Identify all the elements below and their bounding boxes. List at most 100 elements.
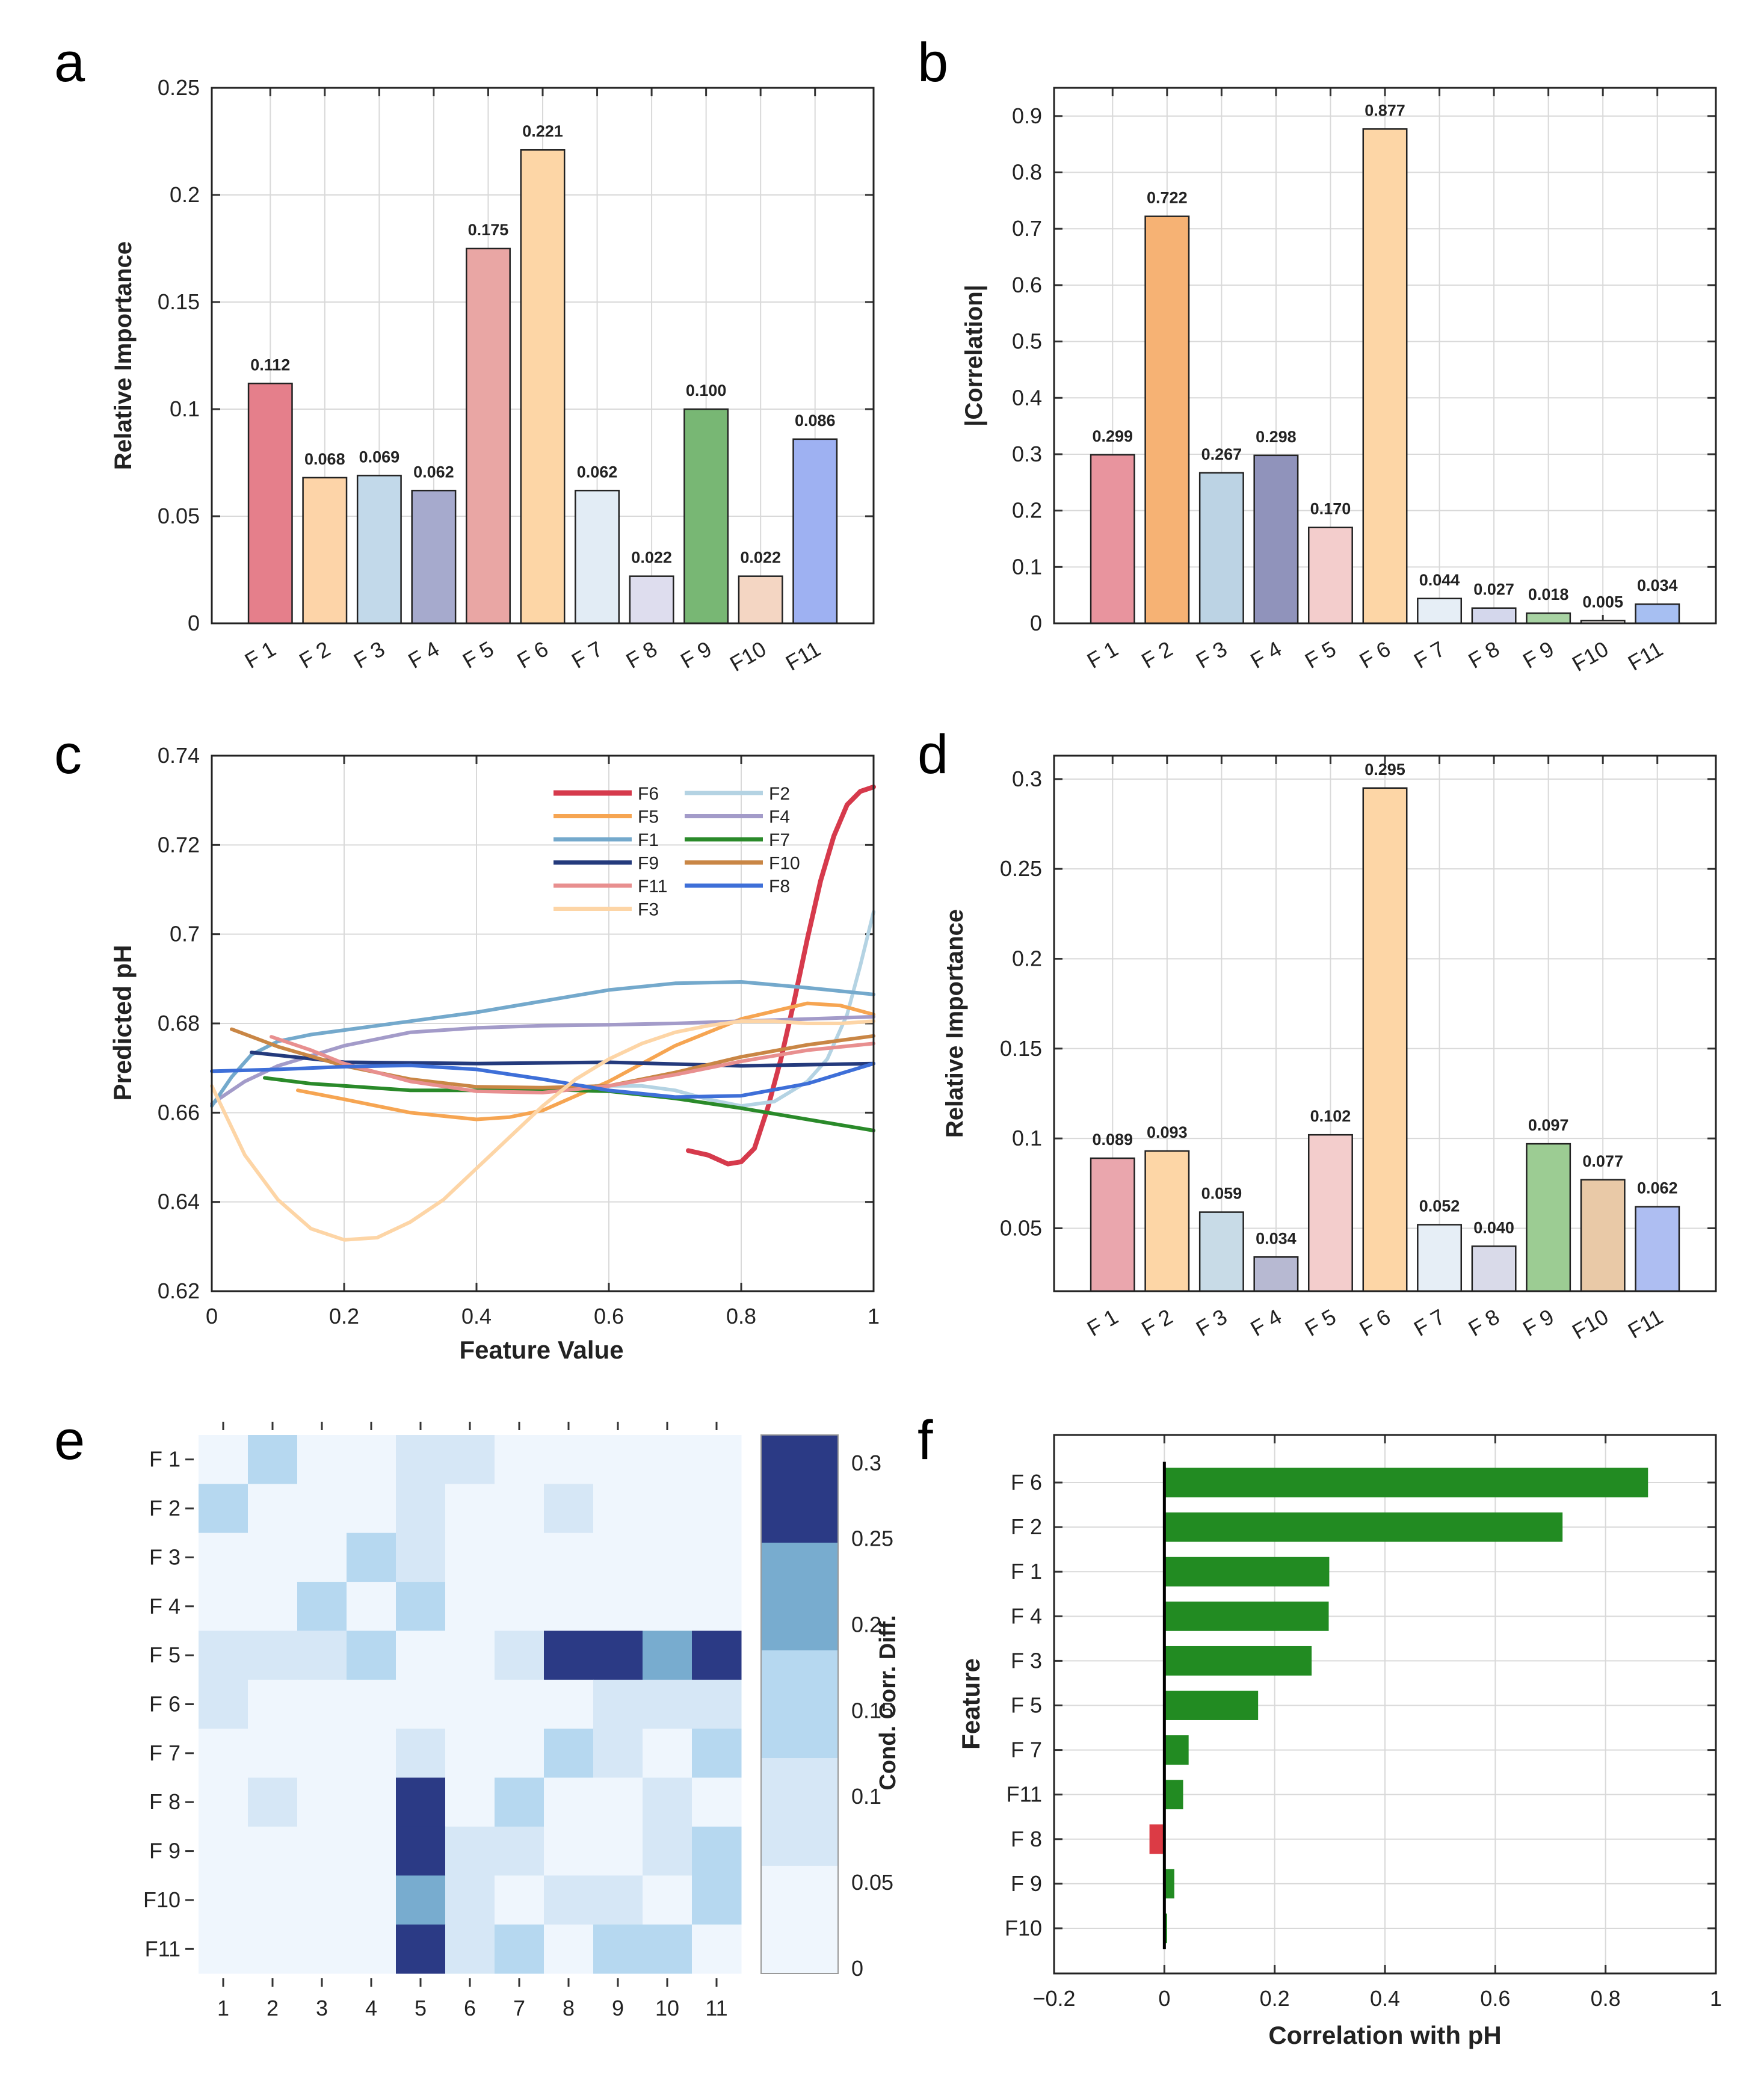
panel-b-value-label: 0.298 (1256, 428, 1297, 446)
panel-e-colorbar-frame (760, 1434, 839, 1974)
panel-b-bar (1253, 454, 1299, 625)
panel-e-heatmap-cell (643, 1924, 692, 1974)
panel-d-xtick-label: F11 (1624, 1304, 1667, 1343)
panel-e-heatmap-cell (297, 1679, 347, 1729)
panel-b-xtick-label: F 5 (1301, 636, 1340, 673)
panel-d-value-label: 0.089 (1092, 1131, 1133, 1149)
panel-e-heatmap-cell (248, 1435, 298, 1484)
panel-e-colorbar-tick-label: 0.25 (851, 1526, 893, 1550)
panel-e-heatmap-cell (199, 1631, 248, 1680)
panel-e-heatmap-cell (495, 1435, 544, 1484)
panel-d-value-label: 0.295 (1365, 761, 1405, 779)
panel-e-heatmap-cell (544, 1435, 594, 1484)
panel-a-bar (575, 490, 620, 625)
panel-label-f: f (917, 1410, 933, 1471)
panel-e-colorbar-tick-label: 0.05 (851, 1870, 893, 1895)
panel-e-heatmap-cell (297, 1435, 347, 1484)
panel-f-bar (1164, 1467, 1648, 1498)
panel-e-heatmap-cell (445, 1435, 495, 1484)
panel-e-heatmap-cell (347, 1582, 396, 1631)
panel-f-ytick-label: F 7 (1011, 1738, 1042, 1762)
panel-e-heatmap-cell (445, 1582, 495, 1631)
panel-b-ylabel: |Correlation| (961, 285, 987, 427)
panel-c-ytick-label: 0.68 (158, 1011, 200, 1035)
panel-e-heatmap-cell (347, 1875, 396, 1925)
panel-a-xtick-label: F 1 (241, 636, 280, 673)
panel-e-ytick-label: F 5 (149, 1643, 180, 1667)
panel-e-heatmap-cell (199, 1679, 248, 1729)
panel-d-xtick-label: F 8 (1464, 1304, 1504, 1341)
panel-c-series-line-f7 (263, 1076, 875, 1132)
panel-c-legend-label: F4 (769, 807, 790, 827)
panel-c-series-line-f10 (230, 1027, 875, 1090)
panel-b-value-label: 0.267 (1201, 445, 1242, 463)
panel-b-ytick-label: 0.2 (1012, 498, 1042, 523)
panel-b-value-label: 0.034 (1637, 576, 1678, 594)
panel-c-ytick-label: 0.62 (158, 1279, 200, 1303)
panel-e-heatmap-cell (199, 1875, 248, 1925)
panel-e-heatmap-cell (347, 1826, 396, 1876)
panel-e-heatmap-cell (544, 1679, 594, 1729)
panel-a-bar (520, 149, 566, 625)
panel-e-heatmap-cell (593, 1826, 643, 1876)
panel-e-xtick-label: 9 (612, 1996, 624, 2020)
panel-e-heatmap-cell (248, 1582, 298, 1631)
panel-e-heatmap-cell (692, 1532, 742, 1582)
panel-e-heatmap-cell (692, 1729, 742, 1779)
panel-f-ytick-label: F 1 (1011, 1559, 1042, 1584)
panel-f-ylabel: Feature (957, 1658, 985, 1750)
panel-f-ytick-label: F 5 (1011, 1693, 1042, 1718)
panel-e-heatmap-cell (297, 1924, 347, 1974)
panel-e-heatmap-cell (544, 1631, 594, 1680)
panel-e-heatmap-cell (643, 1484, 692, 1534)
panel-e-heatmap-cell (396, 1729, 446, 1779)
panel-e-heatmap-cell (396, 1679, 446, 1729)
panel-e-heatmap-cell (248, 1679, 298, 1729)
panel-e-heatmap-cell (396, 1582, 446, 1631)
panel-d-value-label: 0.052 (1419, 1197, 1460, 1215)
panel-e-heatmap-cell (297, 1826, 347, 1876)
panel-a-value-label: 0.068 (304, 450, 345, 468)
panel-d-bar (1307, 1134, 1353, 1292)
panel-a-xtick-label: F 9 (676, 636, 716, 673)
panel-f-bar (1164, 1691, 1259, 1720)
panel-e-heatmap-cell (593, 1875, 643, 1925)
panel-e-xtick-label: 7 (513, 1996, 525, 2020)
panel-c-legend-label: F1 (638, 830, 659, 850)
panel-d-xtick-label: F 9 (1519, 1304, 1558, 1341)
panel-e-xtick-label: 1 (217, 1996, 229, 2020)
panel-e-heatmap-cell (297, 1532, 347, 1582)
panel-e-ytick-label: F 3 (149, 1544, 180, 1569)
panel-e-colorbar-tick-label: 0.2 (851, 1612, 881, 1637)
panel-d-xtick-label: F 6 (1355, 1304, 1395, 1341)
panel-a-xtick-label: F 6 (513, 636, 552, 673)
panel-d-xtick-label: F 2 (1137, 1304, 1177, 1341)
panel-c-legend-label: F3 (638, 900, 659, 920)
panel-a-xtick-label: F 5 (458, 636, 498, 673)
panel-a-xtick-label: F10 (726, 636, 770, 676)
panel-d-xtick-label: F 7 (1410, 1304, 1449, 1341)
panel-c-xlabel: Feature Value (459, 1336, 623, 1364)
panel-e-ytick-label: F 2 (149, 1496, 180, 1520)
panel-b-bar (1090, 454, 1135, 625)
panel-b-value-label: 0.299 (1092, 427, 1133, 445)
panel-c-series-line-f2 (594, 910, 875, 1108)
panel-e-heatmap-cell (544, 1532, 594, 1582)
panel-e-colorbar-tick-label: 0.3 (851, 1451, 881, 1475)
panel-d-value-label: 0.034 (1256, 1229, 1297, 1247)
panel-e-colorbar-segment (761, 1650, 838, 1759)
panel-b-bar (1362, 128, 1408, 625)
panel-c-ytick-label: 0.74 (158, 743, 200, 768)
panel-c-series-line-f11 (270, 1035, 875, 1094)
panel-e-ytick-label: F 4 (149, 1594, 180, 1618)
panel-e-heatmap-cell (692, 1777, 742, 1827)
panel-e-heatmap-cell (199, 1924, 248, 1974)
panel-label-e: e (54, 1410, 85, 1471)
panel-e-ytick-label: F 1 (149, 1447, 180, 1472)
panel-a-ytick-label: 0.2 (170, 182, 200, 207)
panel-e-xtick-label: 11 (705, 1996, 727, 2020)
panel-e-heatmap-cell (347, 1679, 396, 1729)
panel-f-ytick-label: F 2 (1011, 1514, 1042, 1539)
panel-e-heatmap-cell (445, 1484, 495, 1534)
